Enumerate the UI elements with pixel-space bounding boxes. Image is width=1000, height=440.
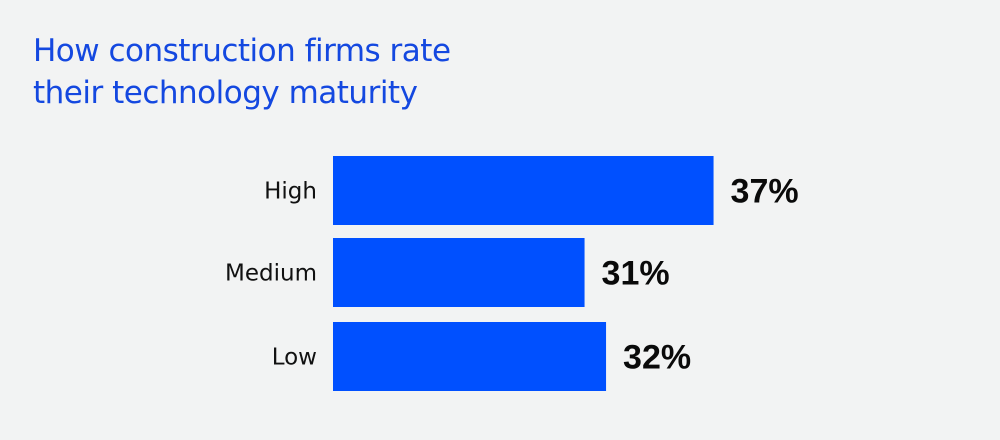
chart-title-line-2: their technology maturity (33, 75, 418, 111)
chart-title-line-1: How construction firms rate (33, 33, 451, 69)
category-label-medium: Medium (225, 261, 317, 287)
value-label-medium: 31% (602, 255, 670, 293)
value-label-low: 32% (623, 339, 691, 377)
category-label-high: High (264, 179, 317, 205)
chart-title: How construction firms rate their techno… (33, 30, 451, 114)
category-label-low: Low (272, 345, 317, 371)
bar-high (333, 156, 714, 225)
bar-low (333, 322, 607, 391)
bar-medium (333, 238, 585, 307)
value-label-high: 37% (731, 173, 799, 211)
